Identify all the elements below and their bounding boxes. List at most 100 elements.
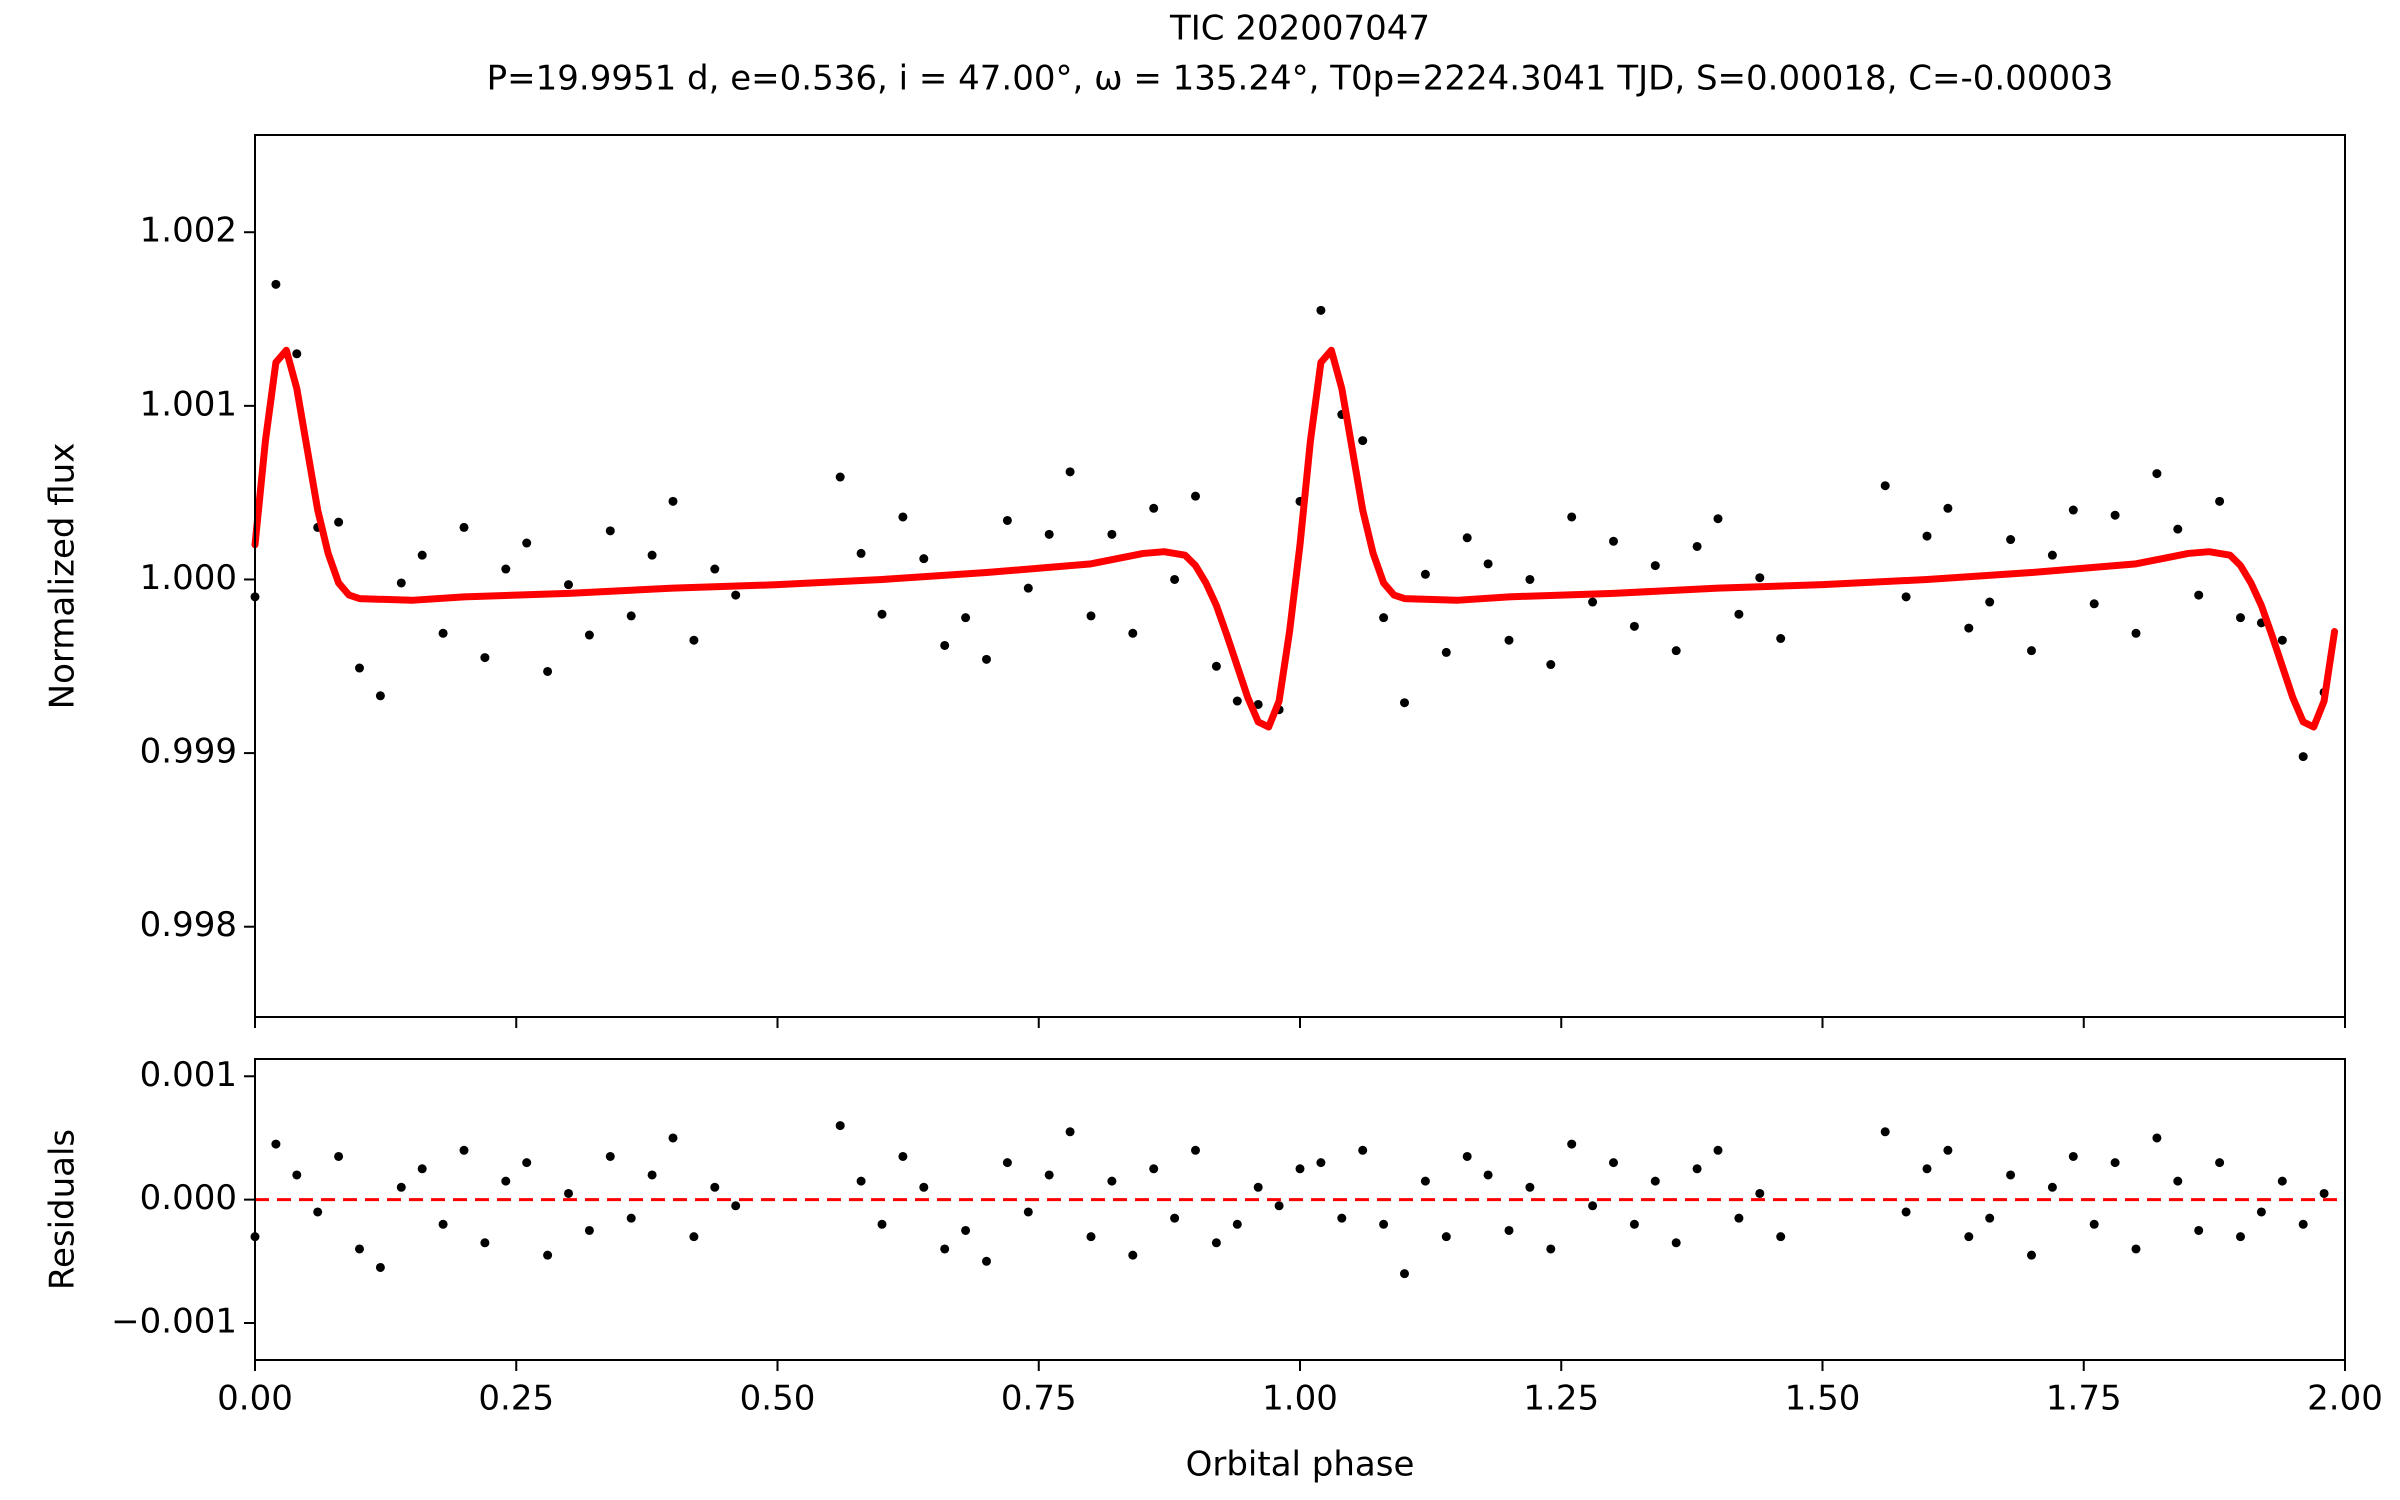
chart-subtitle: P=19.9951 d, e=0.536, i = 47.00°, ω = 13… bbox=[487, 59, 2114, 99]
data-point bbox=[1922, 1164, 1932, 1174]
data-point bbox=[1044, 529, 1054, 539]
data-point bbox=[1420, 1176, 1430, 1186]
data-point bbox=[1609, 1158, 1618, 1168]
data-point bbox=[982, 1256, 991, 1266]
data-point bbox=[2152, 1133, 2162, 1143]
data-point bbox=[1755, 1188, 1765, 1198]
data-point bbox=[1379, 613, 1389, 623]
y-tick-label: 0.000 bbox=[140, 1178, 237, 1218]
y-tick-label: 1.000 bbox=[140, 558, 237, 598]
x-tick-label: 1.75 bbox=[2046, 1379, 2122, 1419]
data-point bbox=[1734, 609, 1744, 619]
data-point bbox=[501, 1176, 511, 1186]
data-point bbox=[334, 1151, 344, 1161]
data-point bbox=[2110, 510, 2120, 520]
data-point bbox=[1316, 305, 1326, 315]
data-point bbox=[1358, 1145, 1368, 1155]
data-point bbox=[1943, 503, 1953, 513]
x-tick-label: 1.00 bbox=[1262, 1379, 1338, 1419]
data-point bbox=[459, 1145, 469, 1155]
data-point bbox=[1065, 467, 1075, 477]
data-point bbox=[2006, 1170, 2016, 1180]
data-point bbox=[396, 578, 406, 588]
data-point bbox=[1525, 574, 1535, 584]
data-point bbox=[2277, 635, 2287, 645]
data-point bbox=[355, 663, 364, 673]
data-point bbox=[1880, 1127, 1890, 1137]
data-point bbox=[2110, 1158, 2120, 1168]
data-point bbox=[1211, 661, 1221, 671]
data-point bbox=[731, 1201, 741, 1211]
data-point bbox=[438, 628, 448, 638]
data-point bbox=[1191, 1145, 1200, 1155]
data-point bbox=[1629, 1219, 1639, 1229]
data-point bbox=[1358, 436, 1368, 446]
data-point bbox=[292, 1170, 302, 1180]
y-tick-label: 1.001 bbox=[140, 384, 237, 424]
data-point bbox=[1880, 481, 1890, 491]
data-point bbox=[480, 653, 490, 663]
data-point bbox=[1713, 1145, 1723, 1155]
data-point bbox=[898, 1151, 908, 1161]
data-point bbox=[626, 1213, 636, 1223]
data-point bbox=[961, 613, 971, 623]
data-point bbox=[961, 1225, 971, 1235]
data-point bbox=[438, 1219, 448, 1229]
data-point bbox=[480, 1238, 490, 1248]
data-point bbox=[1316, 1158, 1326, 1168]
data-point bbox=[668, 496, 678, 506]
data-point bbox=[375, 1262, 385, 1272]
data-point bbox=[1107, 529, 1117, 539]
data-point bbox=[522, 1158, 532, 1168]
data-point bbox=[1985, 597, 1995, 607]
data-point bbox=[1274, 1201, 1284, 1211]
data-point bbox=[1065, 1127, 1075, 1137]
data-point bbox=[1295, 1164, 1305, 1174]
data-point bbox=[877, 1219, 887, 1229]
data-point bbox=[710, 1182, 720, 1192]
data-point bbox=[2006, 535, 2016, 545]
data-point bbox=[2068, 1151, 2078, 1161]
data-point bbox=[2298, 752, 2308, 762]
data-point bbox=[1149, 503, 1159, 513]
data-point bbox=[605, 526, 615, 536]
data-point bbox=[835, 472, 845, 482]
data-point bbox=[334, 517, 344, 527]
data-point bbox=[605, 1151, 615, 1161]
data-point bbox=[835, 1121, 845, 1131]
data-point bbox=[522, 538, 532, 548]
data-point bbox=[2194, 590, 2204, 600]
y-tick-label: 1.002 bbox=[140, 211, 237, 251]
data-point bbox=[1588, 597, 1598, 607]
data-point bbox=[1023, 583, 1033, 593]
data-point bbox=[396, 1182, 406, 1192]
data-point bbox=[689, 635, 699, 645]
data-point bbox=[1588, 1201, 1598, 1211]
data-point bbox=[919, 554, 929, 564]
data-point bbox=[1253, 699, 1263, 709]
data-point bbox=[1149, 1164, 1159, 1174]
data-point bbox=[2173, 524, 2183, 534]
data-point bbox=[2173, 1176, 2183, 1186]
data-point bbox=[2089, 599, 2099, 609]
data-point bbox=[564, 1188, 573, 1198]
data-point bbox=[1170, 574, 1180, 584]
data-point bbox=[647, 1170, 657, 1180]
data-point bbox=[710, 564, 720, 574]
data-point bbox=[417, 550, 427, 560]
data-point bbox=[2068, 505, 2078, 515]
data-point bbox=[1483, 1170, 1493, 1180]
data-point bbox=[1985, 1213, 1995, 1223]
data-point bbox=[2131, 1244, 2141, 1254]
data-point bbox=[2152, 469, 2162, 479]
data-point bbox=[1441, 647, 1451, 657]
data-point bbox=[271, 279, 281, 289]
data-point bbox=[2194, 1225, 2204, 1235]
x-tick-label: 1.25 bbox=[1523, 1379, 1599, 1419]
data-point bbox=[1337, 1213, 1347, 1223]
data-point bbox=[2089, 1219, 2099, 1229]
data-point bbox=[1232, 696, 1242, 706]
data-point bbox=[1901, 592, 1911, 602]
